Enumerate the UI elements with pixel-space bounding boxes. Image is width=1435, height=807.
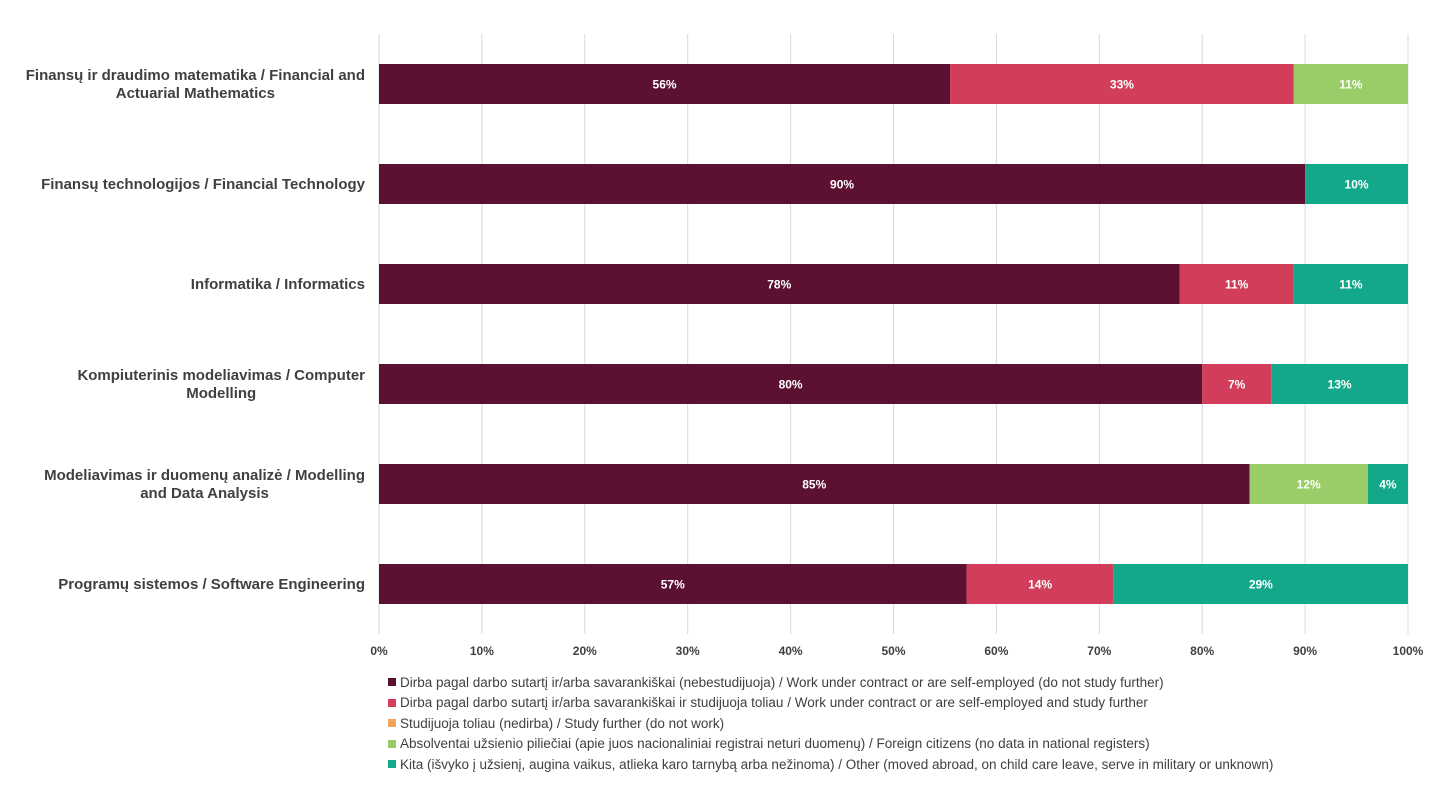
bar-segment (1202, 364, 1272, 404)
data-label: 10% (1345, 178, 1369, 192)
legend-item: Studijuoja toliau (nedirba) / Study furt… (388, 713, 1273, 734)
legend-label: Kita (išvyko į užsienį, augina vaikus, a… (400, 756, 1274, 772)
bar-segment (1367, 464, 1408, 504)
legend-item: Absolventai užsienio piliečiai (apie juo… (388, 734, 1273, 755)
bar-segment (379, 464, 1250, 504)
bar-segment (950, 64, 1294, 104)
x-tick-label: 70% (1087, 644, 1111, 658)
bar-segment (1293, 64, 1408, 104)
x-tick-label: 80% (1190, 644, 1214, 658)
x-tick-label: 0% (370, 644, 388, 658)
x-tick-label: 30% (676, 644, 700, 658)
category-label: Finansų technologijos / Financial Techno… (41, 176, 366, 193)
stacked-bar-chart: 0% 10% 20% 30% 40% 50% 60% 70% 80% 90% 100% Finansų… (26, 34, 1424, 658)
data-label: 14% (1028, 578, 1052, 592)
legend-label: Studijuoja toliau (nedirba) / Study furt… (400, 715, 725, 731)
legend-item: Dirba pagal darbo sutartį ir/arba savara… (388, 693, 1273, 714)
legend-label: Dirba pagal darbo sutartį ir/arba savara… (400, 695, 1148, 711)
bar-segment (379, 564, 967, 604)
x-tick-label: 50% (881, 644, 905, 658)
chart-legend: Dirba pagal darbo sutartį ir/arba savara… (388, 672, 1273, 775)
legend-swatch (388, 760, 396, 769)
bar-segment (1249, 464, 1368, 504)
category-label: Finansų ir draudimo matematika / Financi… (26, 67, 365, 102)
data-label: 78% (767, 278, 791, 292)
data-label: 57% (661, 578, 685, 592)
bar-segment (379, 164, 1306, 204)
category-label: Informatika / Informatics (191, 276, 365, 293)
bar-segment (1179, 264, 1294, 304)
data-label: 11% (1339, 78, 1363, 92)
data-label: 80% (779, 378, 803, 392)
category-label: Modeliavimas ir duomenų analizė / Modell… (44, 467, 365, 502)
data-label: 11% (1225, 278, 1249, 292)
x-tick-label: 100% (1393, 644, 1424, 658)
data-label: 4% (1379, 478, 1397, 492)
bar-segment (1271, 364, 1408, 404)
legend-item: Dirba pagal darbo sutartį ir/arba savara… (388, 672, 1273, 693)
data-label: 11% (1339, 278, 1363, 292)
legend-swatch (388, 678, 396, 687)
data-label: 56% (653, 78, 677, 92)
x-tick-label: 10% (470, 644, 494, 658)
category-label: Kompiuterinis modeliavimas / Computer Mod… (77, 367, 365, 402)
x-tick-label: 90% (1293, 644, 1317, 658)
legend-item: Kita (išvyko į užsienį, augina vaikus, a… (388, 754, 1273, 775)
x-tick-label: 20% (573, 644, 597, 658)
legend-swatch (388, 698, 396, 707)
bar-segment (379, 364, 1203, 404)
data-label: 12% (1297, 478, 1321, 492)
legend-label: Dirba pagal darbo sutartį ir/arba savara… (400, 674, 1164, 690)
data-label: 90% (830, 178, 854, 192)
x-tick-label: 60% (984, 644, 1008, 658)
data-label: 13% (1328, 378, 1352, 392)
bar-segment (1305, 164, 1408, 204)
data-label: 33% (1110, 78, 1134, 92)
data-label: 7% (1228, 378, 1246, 392)
x-tick-label: 40% (779, 644, 803, 658)
bar-segment (379, 264, 1180, 304)
bar-segment (379, 64, 951, 104)
legend-label: Absolventai užsienio piliečiai (apie juo… (400, 736, 1150, 752)
bar-segment (966, 564, 1114, 604)
category-label: Programų sistemos / Software Engineering (58, 576, 365, 593)
legend-swatch (388, 739, 396, 748)
bar-segment (1293, 264, 1408, 304)
legend-swatch (388, 719, 396, 728)
data-label: 29% (1249, 578, 1273, 592)
data-label: 85% (802, 478, 826, 492)
bar-segment (1113, 564, 1408, 604)
